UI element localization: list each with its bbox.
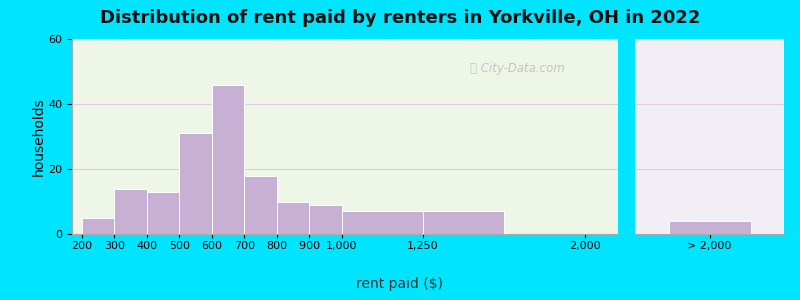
Bar	[244, 176, 277, 234]
Bar	[212, 85, 244, 234]
Bar	[146, 192, 179, 234]
Bar	[309, 205, 342, 234]
Bar	[179, 133, 212, 234]
Bar	[82, 218, 114, 234]
Text: Distribution of rent paid by renters in Yorkville, OH in 2022: Distribution of rent paid by renters in …	[100, 9, 700, 27]
Text: rent paid ($): rent paid ($)	[357, 277, 443, 291]
Bar	[423, 211, 504, 234]
Bar	[669, 221, 750, 234]
Bar	[114, 188, 146, 234]
Bar	[342, 211, 423, 234]
Text: ⓘ City-Data.com: ⓘ City-Data.com	[470, 62, 566, 75]
Y-axis label: households: households	[31, 97, 46, 176]
Bar	[277, 202, 309, 234]
